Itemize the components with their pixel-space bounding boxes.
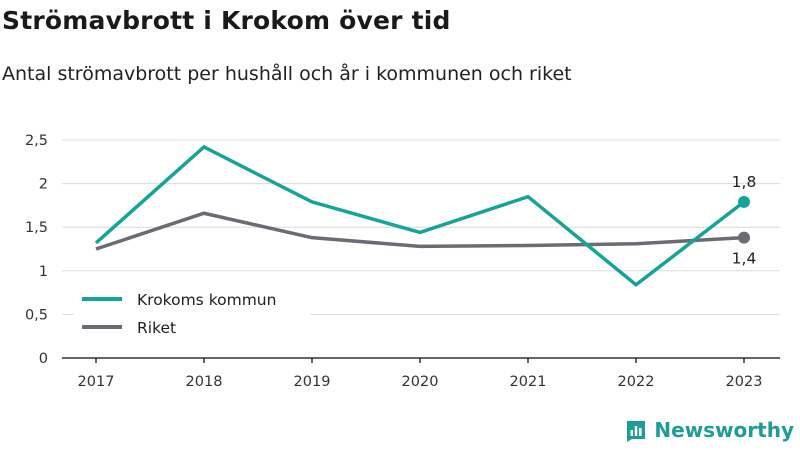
x-tick-label: 2017 (78, 374, 115, 390)
end-value-label-krokoms-kommun: 1,8 (732, 173, 757, 191)
end-value-label-riket: 1,4 (732, 250, 757, 268)
legend-label-riket: Riket (137, 319, 176, 337)
x-tick-label: 2021 (510, 374, 547, 390)
x-tick-label: 2023 (726, 374, 763, 390)
end-point-krokoms-kommun (738, 195, 750, 208)
y-tick-label: 1,5 (25, 220, 48, 236)
series-line-krokoms-kommun (94, 144, 746, 287)
end-point-riket (738, 231, 750, 244)
newsworthy-logo: Newsworthy (624, 415, 794, 445)
y-tick-label: 2,5 (25, 133, 48, 149)
y-axis-ticks: 0 0,5 1 1,5 2 2,5 (25, 133, 48, 367)
legend-label-krokoms-kommun: Krokoms kommun (137, 291, 276, 309)
y-tick-label: 0 (39, 351, 48, 367)
x-tick-label: 2020 (402, 374, 439, 390)
x-tick-label: 2019 (294, 374, 331, 390)
y-tick-label: 0,5 (25, 307, 48, 323)
x-tick-label: 2018 (186, 374, 223, 390)
y-tick-label: 2 (39, 177, 48, 193)
chart-subtitle: Antal strömavbrott per hushåll och år i … (2, 63, 572, 85)
legend: Krokoms kommun Riket (74, 284, 310, 340)
newsworthy-logo-icon (627, 421, 646, 442)
x-axis: 2017 2018 2019 2020 2021 2022 2023 (62, 357, 780, 390)
y-tick-label: 1 (39, 264, 48, 280)
chart-title: Strömavbrott i Krokom över tid (2, 6, 451, 35)
series-line-riket (95, 211, 745, 251)
legend-background (74, 284, 310, 340)
series-lines: 1,4 1,8 (94, 144, 757, 287)
gridlines (62, 139, 780, 315)
x-tick-label: 2022 (618, 374, 655, 390)
brand-name: Newsworthy (654, 418, 794, 442)
